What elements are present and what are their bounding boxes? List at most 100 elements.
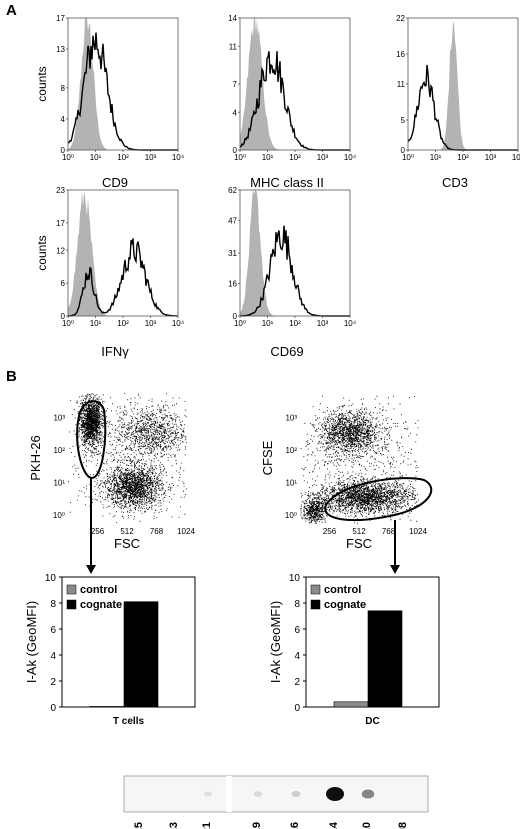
x-axis-label: T cells (113, 716, 145, 727)
y-axis-label: CFSE (260, 440, 275, 475)
y-tick-label: 10² (285, 446, 297, 455)
y-tick-label: 4 (233, 108, 238, 117)
x-tick-label: 10⁰ (234, 153, 246, 162)
legend-label-cognate: cognate (324, 599, 366, 611)
x-tick-label: 512 (120, 527, 134, 536)
y-tick-label: 2 (294, 677, 300, 688)
lane-label: 1.21 (201, 822, 213, 829)
x-tick-label: 10³ (145, 319, 157, 328)
legend-swatch-cognate (310, 599, 321, 610)
y-tick-label: 0 (61, 146, 66, 155)
histogram-cd3: 0 5 11 16 22 10⁰ 10¹ 10² 10³ 10⁴ CD3 (396, 14, 520, 190)
y-tick-label: 47 (228, 216, 237, 225)
y-tick-label: 6 (50, 625, 56, 636)
histogram-ifng: 0 6 12 17 23 10⁰ 10¹ 10² 10³ 10⁴ IFNγ counts (35, 186, 185, 359)
y-axis-label: PKH-26 (28, 435, 43, 481)
y-tick-label: 10⁰ (53, 511, 65, 520)
y-axis-label: I-Ak (GeoMFI) (24, 601, 39, 683)
y-tick-label: 10³ (53, 413, 65, 422)
x-tick-label: 256 (91, 527, 105, 536)
histogram-marker-label: CD69 (270, 344, 303, 359)
x-axis-label: FSC (346, 536, 372, 551)
histogram-marker-label: CD3 (442, 175, 468, 190)
scatter-points (300, 395, 419, 524)
y-tick-label: 6 (294, 625, 300, 636)
x-tick-label: 10³ (485, 153, 497, 162)
y-tick-label: 16 (396, 50, 405, 59)
y-tick-label: 6 (61, 279, 66, 288)
y-tick-label: 17 (56, 219, 65, 228)
gel-band (253, 791, 263, 797)
histogram-cd69: 0 16 31 47 62 10⁰ 10¹ 10² 10³ 10⁴ CD69 (228, 186, 357, 359)
y-tick-label: 22 (396, 14, 405, 23)
y-tick-label: 8 (50, 599, 56, 610)
y-tick-label: 0 (401, 146, 406, 155)
x-tick-label: 10⁴ (344, 153, 357, 162)
histogram-cd9: 0 4 8 13 17 10⁰ 10¹ 10² 10³ 10⁴ CD9 counts (35, 14, 185, 190)
y-tick-label: 16 (228, 279, 237, 288)
y-tick-label: 62 (228, 186, 237, 195)
x-tick-label: 768 (382, 527, 396, 536)
lane-label: 1.23 (168, 822, 180, 829)
y-axis-label: I-Ak (GeoMFI) (268, 601, 283, 683)
y-tick-label: 10 (289, 573, 301, 584)
x-tick-label: 10⁰ (62, 153, 74, 162)
y-tick-label: 17 (56, 14, 65, 23)
x-tick-label: 10⁴ (512, 153, 520, 162)
y-tick-label: 4 (294, 651, 300, 662)
gel-band (361, 789, 375, 799)
lane-label: 1.25 (133, 822, 145, 829)
x-tick-label: 10⁰ (62, 319, 74, 328)
gel-band (203, 791, 213, 797)
x-tick-label: 10³ (317, 319, 329, 328)
y-tick-label: 4 (50, 651, 56, 662)
gate-arrow-dc (390, 520, 400, 574)
histogram-marker-label: CD9 (102, 175, 128, 190)
bar-cognate (123, 601, 159, 708)
x-tick-label: 10² (289, 319, 301, 328)
y-axis-label: counts (35, 235, 49, 270)
lane-label: 1.19 (251, 822, 263, 829)
x-axis-label: FSC (114, 536, 140, 551)
gel-band (291, 790, 301, 798)
y-tick-label: 0 (233, 146, 238, 155)
y-tick-label: 8 (61, 84, 66, 93)
x-tick-label: 10² (289, 153, 301, 162)
x-axis-label: DC (365, 716, 379, 727)
x-tick-label: 10⁰ (402, 153, 414, 162)
histogram-mhc-class-ii: 0 4 7 11 14 10⁰ 10¹ 10² 10³ 10⁴ MHC class II (228, 14, 357, 190)
y-tick-label: 10¹ (53, 478, 65, 487)
legend-label-cognate: cognate (80, 599, 122, 611)
y-tick-label: 23 (56, 186, 65, 195)
gate-outline (324, 477, 433, 521)
bar-control (89, 706, 125, 708)
y-tick-label: 10⁰ (285, 511, 297, 520)
legend-swatch-control (310, 584, 321, 595)
y-tick-label: 0 (50, 703, 56, 714)
gate-arrow-tcells (86, 478, 96, 574)
bar-cognate (367, 610, 403, 708)
histogram-isotype-fill (68, 191, 178, 316)
x-tick-label: 10³ (317, 153, 329, 162)
x-tick-label: 1024 (409, 527, 427, 536)
legend-swatch-control (66, 584, 77, 595)
x-tick-label: 10⁴ (172, 319, 185, 328)
y-tick-label: 11 (397, 80, 406, 89)
x-tick-label: 10¹ (90, 153, 102, 162)
x-tick-label: 768 (150, 527, 164, 536)
y-tick-label: 0 (233, 312, 238, 321)
y-tick-label: 10 (45, 573, 57, 584)
x-tick-label: 10¹ (262, 319, 274, 328)
y-tick-label: 13 (56, 45, 65, 54)
x-tick-label: 10⁴ (172, 153, 185, 162)
scatter-cfse-fsc: 10⁰ 10¹ 10² 10³ 256 512 768 1024 FSC CFSE (260, 395, 433, 551)
x-tick-label: 1024 (177, 527, 195, 536)
legend-label-control: control (324, 584, 361, 596)
panel-label-a: A (6, 2, 17, 19)
lane-label: 1.10 (361, 822, 373, 829)
histogram-isotype-fill (68, 18, 178, 150)
scatter-events (68, 393, 187, 524)
y-tick-label: 5 (401, 116, 406, 125)
gel-blot: 1.25 1.23 1.21 1.19 1.16 1.14 1.10 1.08 (123, 775, 429, 829)
